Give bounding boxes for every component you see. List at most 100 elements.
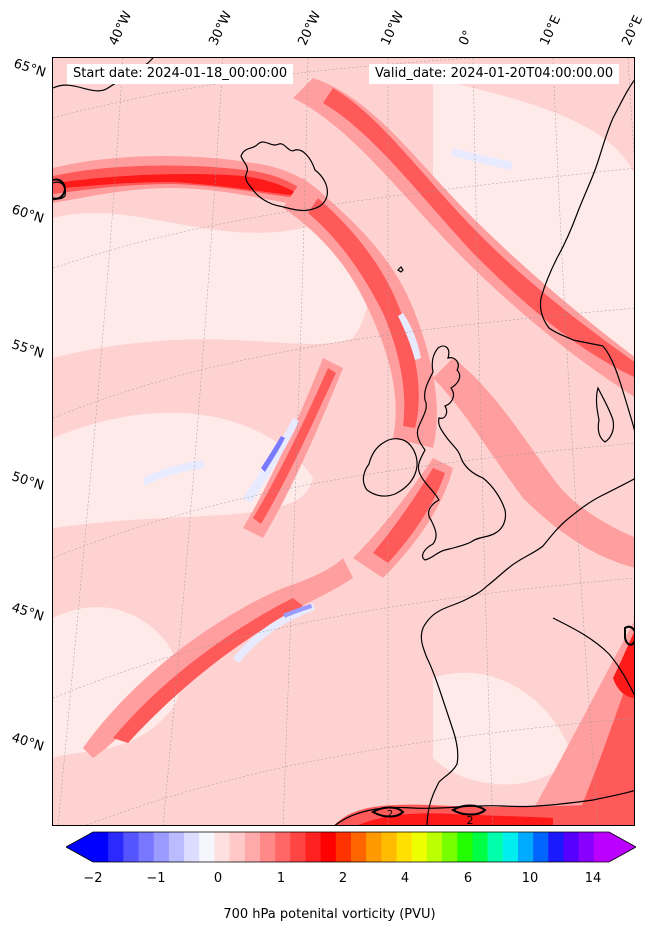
colorbar-segment <box>138 832 155 862</box>
colorbar-segment <box>396 832 413 862</box>
colorbar-segment <box>593 832 610 862</box>
pv-band-iceland-scotland <box>283 178 437 448</box>
colorbar-segment <box>214 832 231 862</box>
latitude-label: 65°N <box>11 56 48 81</box>
colorbar-segment <box>502 832 519 862</box>
colorbar-tick-label: 1 <box>276 871 286 886</box>
pv-contour <box>624 625 634 646</box>
pv-pale-region <box>433 672 573 785</box>
contour-label: 2 <box>467 814 474 826</box>
pv-band-north-sea <box>433 358 634 568</box>
colorbar-tick-label: 10 <box>521 871 539 886</box>
coast-iceland <box>240 141 328 212</box>
colorbar-segment <box>229 832 246 862</box>
map-gridlines <box>53 58 634 825</box>
pv-band-iceland-scotland <box>308 198 419 428</box>
pv-contours <box>53 178 634 818</box>
colorbar-segment <box>442 832 458 862</box>
pv-negative-streak <box>283 604 312 618</box>
colorbar-outline <box>66 831 636 863</box>
colorbar-segment <box>290 832 306 862</box>
longitude-label: 0° <box>456 28 477 48</box>
colorbar-segment <box>184 832 200 862</box>
valid-date-label: Valid_date: 2024-01-20T04:00:00.00 <box>369 64 620 84</box>
coast-sweden <box>602 345 634 431</box>
longitude-label: 10°W <box>378 9 408 48</box>
latitude-label: 55°N <box>9 337 46 362</box>
coast-norway <box>539 79 634 347</box>
colorbar-segment <box>259 832 276 862</box>
pv-band-southwest <box>113 598 303 743</box>
pv-negative-streak <box>143 460 205 486</box>
colorbar-tick-label: −2 <box>83 871 103 886</box>
colorbar-segment <box>411 832 428 862</box>
pv-band-mediterranean <box>573 663 634 825</box>
colorbar-segment <box>93 832 109 862</box>
colorbar-tick-label: 14 <box>584 871 602 886</box>
colorbar-segment <box>533 832 549 862</box>
pv-negative-streak <box>398 313 421 360</box>
potential-vorticity-map: 2 2 <box>53 58 634 826</box>
colorbar-extend-max <box>609 832 636 862</box>
coastlines <box>53 58 634 825</box>
colorbar-segment <box>335 832 352 862</box>
colorbar-segment <box>381 832 398 862</box>
map-panel: 2 2 <box>52 57 635 826</box>
colorbar <box>66 831 636 863</box>
longitude-label: 10°E <box>537 13 565 48</box>
longitude-label: 40°W <box>106 9 136 48</box>
colorbar-segment <box>244 832 261 862</box>
longitude-label: 20°W <box>295 9 325 48</box>
colorbar-segment <box>168 832 185 862</box>
colorbar-segment <box>123 832 140 862</box>
coast-ireland <box>362 438 418 497</box>
pv-negative-streak <box>261 436 285 472</box>
colorbar-segment <box>487 832 504 862</box>
pv-contour <box>371 806 405 818</box>
start-date-label: Start date: 2024-01-18_00:00:00 <box>67 64 294 84</box>
colorbar-tick-label: 2 <box>338 871 348 886</box>
pv-band-celtic-sea <box>373 468 445 563</box>
latitude-label: 45°N <box>9 600 46 625</box>
colorbar-segment <box>108 832 124 862</box>
colorbar-tick-label: 6 <box>463 871 473 886</box>
colorbar-segment <box>351 832 367 862</box>
contour-label: 2 <box>387 809 393 820</box>
colorbar-segment <box>320 832 337 862</box>
colorbar-segment <box>548 832 564 862</box>
coast-mediterranean <box>552 617 634 696</box>
pv-negative-streak <box>451 148 513 170</box>
pv-contour <box>53 178 67 200</box>
colorbar-tick-label: 0 <box>213 871 223 886</box>
colorbar-segment <box>578 832 595 862</box>
colorbar-segment <box>199 832 215 862</box>
colorbar-segment <box>275 832 291 862</box>
longitude-label: 20°E <box>619 13 647 48</box>
colorbar-segment <box>517 832 534 862</box>
colorbar-segment <box>153 832 170 862</box>
colorbar-extend-min <box>66 832 93 862</box>
coast-continent <box>420 478 634 825</box>
latitude-label: 40°N <box>9 730 46 755</box>
colorbar-segment <box>472 832 489 862</box>
pv-pale-region <box>433 78 634 387</box>
coast-faroe <box>397 266 404 273</box>
pv-contour <box>451 804 487 816</box>
colorbar-tick-label: −1 <box>146 871 166 886</box>
pv-pale-region <box>53 213 369 358</box>
coast-great-britain <box>416 345 507 561</box>
coast-denmark <box>595 386 615 443</box>
colorbar-segment <box>426 832 443 862</box>
colorbar-segment <box>305 832 322 862</box>
colorbar-tick-label: 4 <box>400 871 410 886</box>
longitude-label: 30°W <box>206 9 236 48</box>
pv-band-southern-edge <box>357 813 553 825</box>
pv-band-north-atlantic <box>63 174 301 196</box>
latitude-label: 60°N <box>9 202 46 227</box>
colorbar-segment <box>457 832 473 862</box>
colorbar-title: 700 hPa potenital vorticity (PVU) <box>223 907 436 922</box>
latitude-label: 50°N <box>9 469 46 494</box>
pv-band-norwegian-sea <box>323 88 634 378</box>
colorbar-segment <box>366 832 382 862</box>
pv-negative-streak <box>233 603 315 663</box>
